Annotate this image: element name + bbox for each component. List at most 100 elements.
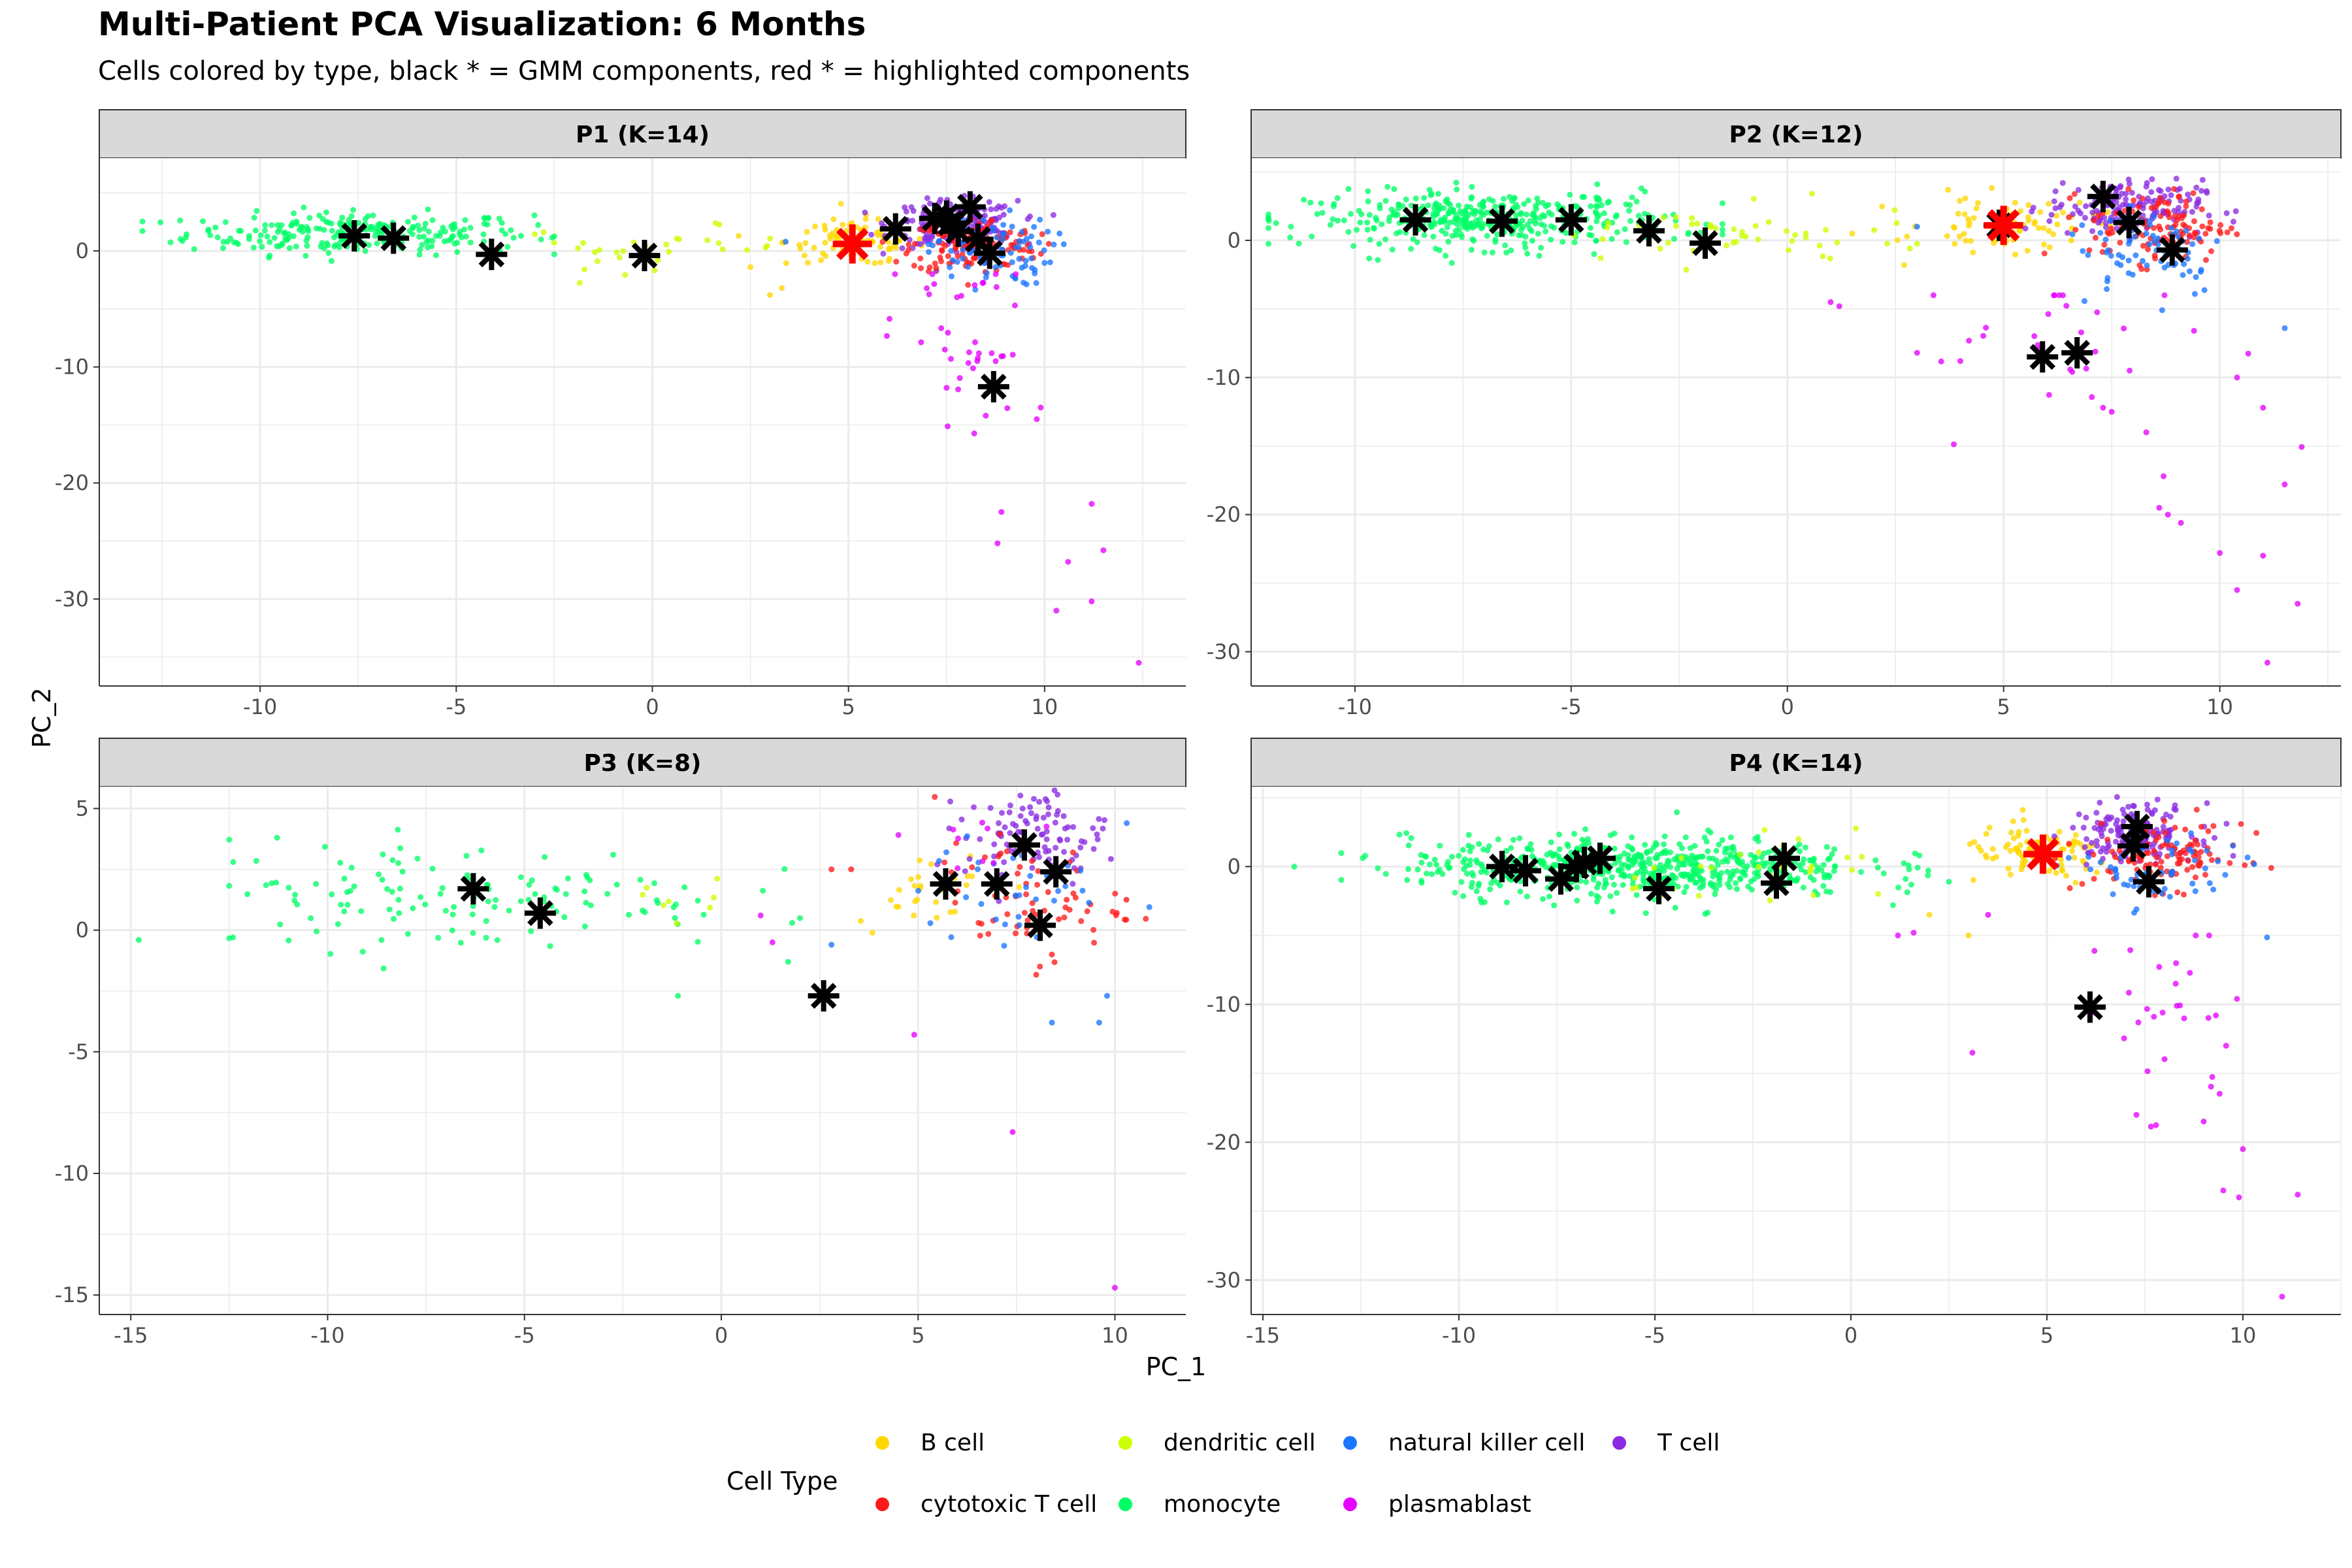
cell-point [2160,823,2166,830]
cell-point [417,894,424,900]
cell-point [811,223,818,230]
x-tick-label: 10 [2230,1323,2257,1348]
cell-point [2140,257,2146,264]
cell-point [971,804,977,810]
cell-point [2046,868,2053,874]
cell-point [200,218,206,225]
cell-point [1044,798,1051,804]
cell-point [2206,212,2212,219]
facet-strip [99,738,1186,787]
cell-point [2046,218,2053,224]
cell-point [2020,817,2027,823]
cell-point [700,911,707,918]
cell-point [1825,857,1831,862]
cell-point [1107,856,1114,862]
cell-point [205,227,212,233]
cell-point [528,928,534,934]
cell-point [2116,847,2123,854]
cell-point [964,873,971,879]
cell-point [374,240,380,247]
cell-point [1629,834,1635,841]
cell-point [2161,292,2168,299]
cell-point [1447,206,1454,213]
cell-point [271,235,278,241]
gmm-component-marker [1761,867,1792,899]
cell-point [1443,252,1449,259]
cell-point [2015,832,2021,839]
cell-point [779,285,785,291]
cell-point [1445,858,1451,865]
cell-point [2119,806,2126,813]
cell-point [2183,199,2189,204]
cell-point [992,271,999,278]
gmm-components [1399,180,2188,373]
cell-point [1523,211,1529,218]
cell-point [2189,849,2195,855]
cell-point [1016,884,1022,890]
cell-point [1469,220,1476,227]
gmm-component-marker [524,897,556,929]
cell-point [2144,802,2150,808]
cell-point [386,906,393,913]
cell-point [1727,851,1733,857]
cell-point [336,244,342,250]
cell-point [1036,239,1042,246]
cell-point [991,841,998,847]
cell-point [704,237,711,244]
cell-point [1651,864,1658,871]
cell-point [1903,875,1909,882]
cell-point [911,240,918,247]
cell-point [1548,212,1555,218]
cell-point [2082,214,2088,221]
cell-point [1989,846,1996,852]
cell-point [425,206,431,212]
cell-point [451,904,457,910]
cell-point [660,902,666,909]
cell-point [288,222,295,229]
cell-point [253,858,259,864]
cell-point [1408,835,1414,841]
cell-point [1287,234,1294,240]
x-tick-label: 0 [1781,694,1794,719]
cell-point [1477,208,1484,214]
cell-point [804,229,810,235]
cell-point [467,239,474,246]
cell-point [965,263,972,270]
cell-point [2032,219,2038,225]
cell-point [1503,250,1510,256]
cell-point [1891,207,1898,214]
cell-point [2099,833,2105,840]
cell-point [956,375,963,382]
cell-point [1965,932,1972,939]
legend-item: T cell [1612,1429,1720,1456]
cell-point [581,923,588,930]
gmm-component-marker [2027,341,2059,373]
cell-point [351,883,357,890]
cell-point [1492,203,1499,210]
cell-point [1365,188,1371,195]
cell-point [2045,311,2051,318]
cell-point [971,430,977,436]
cell-point [958,816,965,823]
cell-point [1096,816,1102,823]
cell-point [2162,830,2168,836]
cell-point [2066,885,2073,891]
cell-point [2281,325,2288,331]
cell-point [767,235,774,242]
cell-point [1536,858,1543,865]
cell-point [1556,856,1563,862]
cell-point [828,941,835,948]
cell-point [1609,236,1615,242]
cell-point [1050,212,1056,218]
cell-point [820,250,826,257]
cell-point [253,208,260,214]
cell-point [1439,871,1446,877]
cell-point [463,233,469,240]
cell-point [896,887,902,893]
gmm-component-marker [981,868,1013,900]
cell-point [2108,828,2114,834]
cell-point [1421,232,1428,238]
cell-point [2229,225,2234,231]
facet-strip [1250,109,2342,159]
cell-point [1691,871,1697,877]
